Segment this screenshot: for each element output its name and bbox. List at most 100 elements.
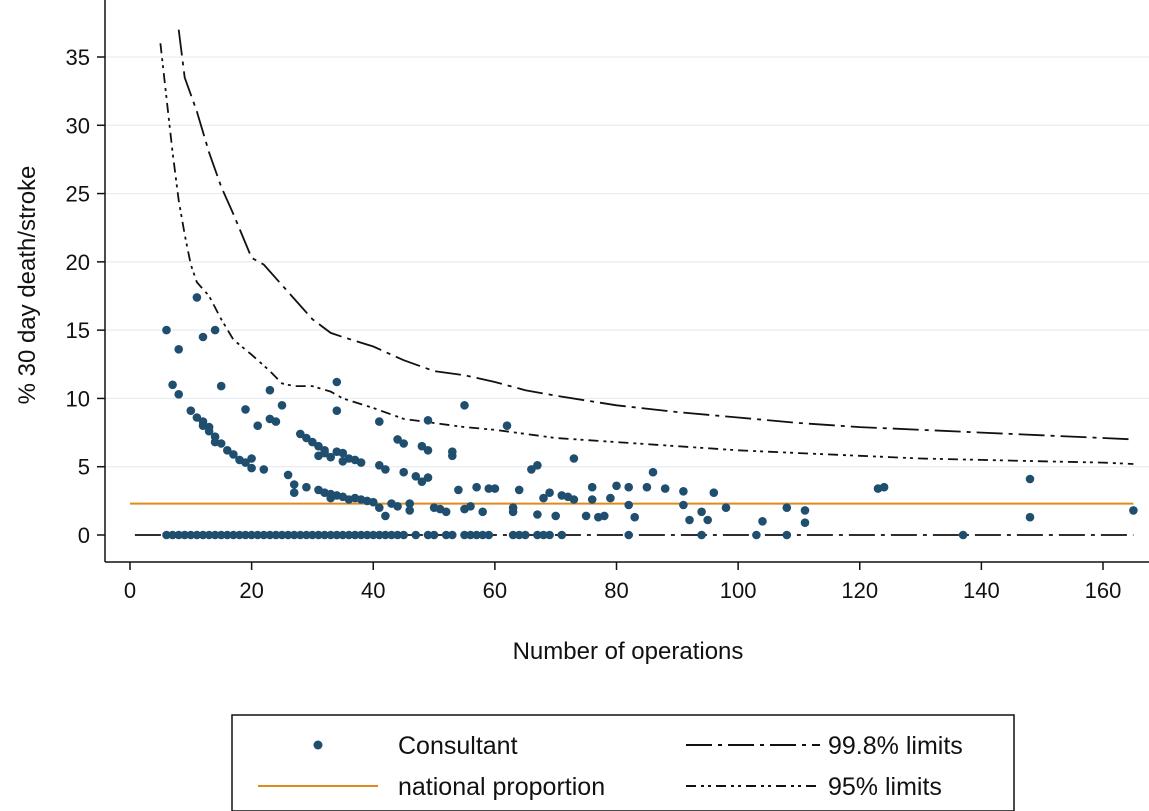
consultant-point-4 — [186, 406, 196, 416]
consultant-point-106 — [581, 511, 591, 521]
consultant-point-88 — [472, 482, 481, 492]
consultant-point-140 — [192, 530, 202, 540]
consultant-point-22 — [247, 463, 256, 473]
consultant-point-169 — [369, 530, 378, 540]
x-tick-label-140: 140 — [963, 578, 1000, 603]
consultant-point-5 — [192, 293, 202, 302]
consultant-point-148 — [241, 530, 250, 540]
consultant-point-180 — [460, 530, 469, 540]
consultant-point-188 — [533, 530, 542, 540]
grid-lines — [105, 56, 1149, 468]
consultant-point-152 — [265, 530, 275, 540]
consultant-point-123 — [703, 515, 712, 525]
y-tick-label-5: 5 — [78, 455, 90, 480]
consultant-point-71 — [405, 499, 415, 508]
consultant-point-89 — [478, 507, 488, 517]
consultant-point-172 — [387, 530, 396, 540]
consultant-point-144 — [216, 530, 226, 540]
consultant-point-29 — [277, 401, 287, 410]
consultant-point-98 — [533, 510, 542, 519]
consultant-point-118 — [660, 484, 670, 493]
legend-label-95-limits: 95% limits — [828, 773, 942, 801]
consultant-point-87 — [466, 502, 475, 511]
data-points — [162, 293, 1138, 540]
95-limits-line-0 — [159, 43, 1134, 465]
x-tick-label-120: 120 — [841, 578, 878, 603]
y-tick-label-15: 15 — [66, 318, 90, 343]
consultant-point-134 — [1129, 506, 1138, 515]
consultant-point-84 — [454, 485, 463, 495]
x-tick-label-160: 160 — [1085, 578, 1122, 603]
consultant-point-113 — [624, 482, 633, 492]
consultant-point-127 — [782, 503, 792, 512]
consultant-point-94 — [508, 503, 518, 512]
x-tick-label-0: 0 — [124, 578, 136, 603]
legend: Consultant 99.8% limits national proport… — [231, 714, 1015, 811]
consultant-point-28 — [271, 417, 281, 426]
consultant-point-75 — [417, 441, 427, 451]
consultant-point-129 — [800, 518, 810, 527]
consultant-point-141 — [198, 530, 208, 540]
consultant-point-150 — [253, 530, 262, 540]
consultant-point-32 — [289, 488, 299, 498]
consultant-point-18 — [229, 450, 238, 459]
consultant-point-136 — [168, 530, 177, 540]
consultant-point-168 — [362, 530, 372, 540]
consultant-point-104 — [569, 454, 579, 463]
consultant-point-174 — [399, 530, 409, 540]
consultant-point-119 — [679, 487, 688, 496]
consultant-point-36 — [308, 437, 317, 447]
consultant-point-70 — [399, 439, 409, 448]
consultant-point-21 — [241, 405, 250, 414]
consultant-point-111 — [606, 493, 615, 503]
consultant-point-184 — [484, 530, 494, 540]
consultant-point-74 — [417, 477, 427, 487]
legend-box — [231, 714, 1015, 811]
consultant-point-196 — [958, 530, 968, 540]
consultant-point-81 — [441, 507, 451, 517]
consultant-point-16 — [216, 439, 226, 448]
consultant-point-121 — [685, 515, 694, 525]
legend-consultant-symbol — [313, 740, 323, 750]
consultant-point-83 — [448, 447, 457, 457]
consultant-point-161 — [320, 530, 329, 540]
consultant-point-35 — [302, 433, 311, 443]
consultant-point-90 — [484, 484, 494, 493]
consultant-point-63 — [375, 461, 384, 470]
y-tick-label-10: 10 — [66, 386, 90, 411]
consultant-point-142 — [204, 530, 214, 540]
consultant-point-125 — [721, 503, 731, 512]
axes — [97, 0, 1149, 570]
consultant-point-100 — [545, 488, 554, 498]
consultant-point-195 — [782, 530, 792, 540]
consultant-point-177 — [429, 530, 439, 540]
consultant-point-60 — [369, 497, 378, 507]
consultant-point-175 — [411, 530, 421, 540]
consultant-point-173 — [393, 530, 402, 540]
consultant-point-137 — [174, 530, 183, 540]
consultant-point-26 — [265, 385, 275, 395]
consultant-point-105 — [569, 495, 579, 504]
x-tick-label-80: 80 — [604, 578, 628, 603]
consultant-point-99 — [539, 493, 548, 503]
consultant-point-48 — [332, 406, 342, 416]
consultant-point-115 — [630, 512, 639, 522]
consultant-point-190 — [545, 530, 554, 540]
consultant-point-155 — [283, 530, 293, 540]
consultant-point-17 — [223, 446, 232, 455]
consultant-point-157 — [296, 530, 305, 540]
99-8-limits-line-1 — [177, 29, 1134, 441]
consultant-point-7 — [198, 332, 208, 342]
y-tick-label-35: 35 — [66, 45, 90, 70]
consultant-point-108 — [587, 495, 597, 504]
consultant-point-20 — [241, 458, 250, 467]
y-tick-label-25: 25 — [66, 182, 90, 207]
consultant-point-34 — [302, 482, 311, 492]
consultant-point-45 — [326, 452, 336, 462]
consultant-point-167 — [356, 530, 366, 540]
consultant-point-85 — [460, 401, 469, 410]
series-lines — [130, 29, 1134, 536]
consultant-point-154 — [277, 530, 287, 540]
consultant-point-176 — [423, 530, 433, 540]
consultant-point-15 — [216, 381, 226, 391]
